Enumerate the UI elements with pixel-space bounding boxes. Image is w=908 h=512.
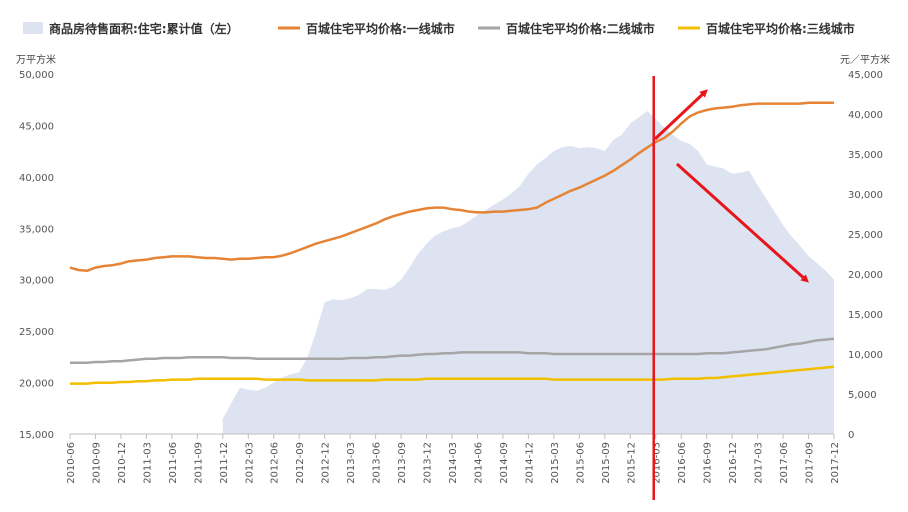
right-axis-tick-label: 0 [848,430,854,441]
legend-label: 百城住宅平均价格:一线城市 [306,21,455,36]
x-axis-tick-label: 2016-06 [677,442,688,484]
right-axis-unit: 元／平方米 [840,53,890,66]
x-axis-tick-label: 2014-06 [473,442,484,484]
x-axis-tick-label: 2017-03 [754,442,765,484]
x-axis-tick-label: 2014-03 [448,442,459,484]
left-axis-tick-label: 30,000 [19,276,54,287]
left-axis-tick-label: 20,000 [19,379,54,390]
left-axis-tick-label: 40,000 [19,173,54,184]
x-axis-tick-label: 2013-09 [397,442,408,484]
legend-entry: 商品房待售面积:住宅:累计值（左） [23,21,239,36]
arrow-up [653,89,708,141]
annotations [652,76,809,500]
x-axis-tick-label: 2012-06 [270,442,281,484]
left-axis-tick-label: 25,000 [19,327,54,338]
left-axis-tick-label: 15,000 [19,430,54,441]
x-axis-tick-label: 2013-12 [423,442,434,484]
x-axis-tick-label: 2011-03 [142,442,153,484]
legend-swatch [23,22,43,34]
right-axis-tick-label: 15,000 [848,310,883,321]
legend-label: 百城住宅平均价格:二线城市 [506,21,655,36]
legend-label: 商品房待售面积:住宅:累计值（左） [49,21,239,36]
x-axis-tick-label: 2012-09 [295,442,306,484]
x-axis-tick-label: 2010-06 [66,442,77,484]
series-line-tier-3 [70,365,835,385]
x-axis-tick-label: 2015-09 [601,442,612,484]
series-line-tier-1 [69,101,834,273]
x-axis-tick-label: 2013-03 [346,442,357,484]
x-axis-tick-label: 2017-09 [805,442,816,484]
x-axis-tick-label: 2014-12 [524,442,535,484]
legend-entry: 百城住宅平均价格:一线城市 [278,21,455,36]
x-axis-tick-label: 2011-06 [168,442,179,484]
x-axis-tick-label: 2012-03 [244,442,255,484]
arrow-down [675,162,809,283]
series-lines [69,101,835,385]
x-axis-tick-label: 2016-03 [652,442,663,484]
right-axis-tick-label: 25,000 [848,230,883,241]
x-axis-tick-label: 2017-06 [779,442,790,484]
series-line-tier-2 [70,337,835,365]
x-axis-tick-label: 2016-12 [728,442,739,484]
x-axis-tick-label: 2015-03 [550,442,561,484]
left-axis-tick-label: 50,000 [19,70,54,81]
right-axis-tick-label: 30,000 [848,190,883,201]
right-axis-tick-label: 35,000 [848,150,883,161]
legend: 商品房待售面积:住宅:累计值（左） 百城住宅平均价格:一线城市 百城住宅平均价格:二… [23,21,855,36]
right-axis-tick-label: 40,000 [848,110,883,121]
axes: 15,000 20,000 25,000 30,000 35,000 40,000 45,0… [19,70,883,484]
right-axis-tick-label: 20,000 [848,270,883,281]
x-axis-tick-label: 2014-09 [499,442,510,484]
x-axis-tick-label: 2015-12 [626,442,637,484]
left-axis-unit: 万平方米 [16,53,56,66]
x-axis-tick-label: 2010-12 [117,442,128,484]
left-axis-tick-label: 45,000 [19,121,54,132]
x-axis-tick-label: 2013-06 [372,442,383,484]
legend-label: 百城住宅平均价格:三线城市 [706,21,855,36]
left-axis-tick-label: 35,000 [19,224,54,235]
right-axis-tick-label: 10,000 [848,350,883,361]
x-axis-tick-label: 2015-06 [575,442,586,484]
x-axis-tick-label: 2011-12 [219,442,230,484]
right-axis-tick-label: 5,000 [848,390,877,401]
x-axis-tick-label: 2012-12 [321,442,332,484]
x-axis-tick-label: 2011-09 [193,442,204,484]
legend-entry: 百城住宅平均价格:三线城市 [678,21,855,36]
legend-entry: 百城住宅平均价格:二线城市 [478,21,655,36]
x-axis-tick-label: 2010-09 [91,442,102,484]
right-axis-tick-label: 45,000 [848,70,883,81]
x-axis-tick-label: 2016-09 [703,442,714,484]
x-axis-tick-label: 2017-12 [830,442,841,484]
